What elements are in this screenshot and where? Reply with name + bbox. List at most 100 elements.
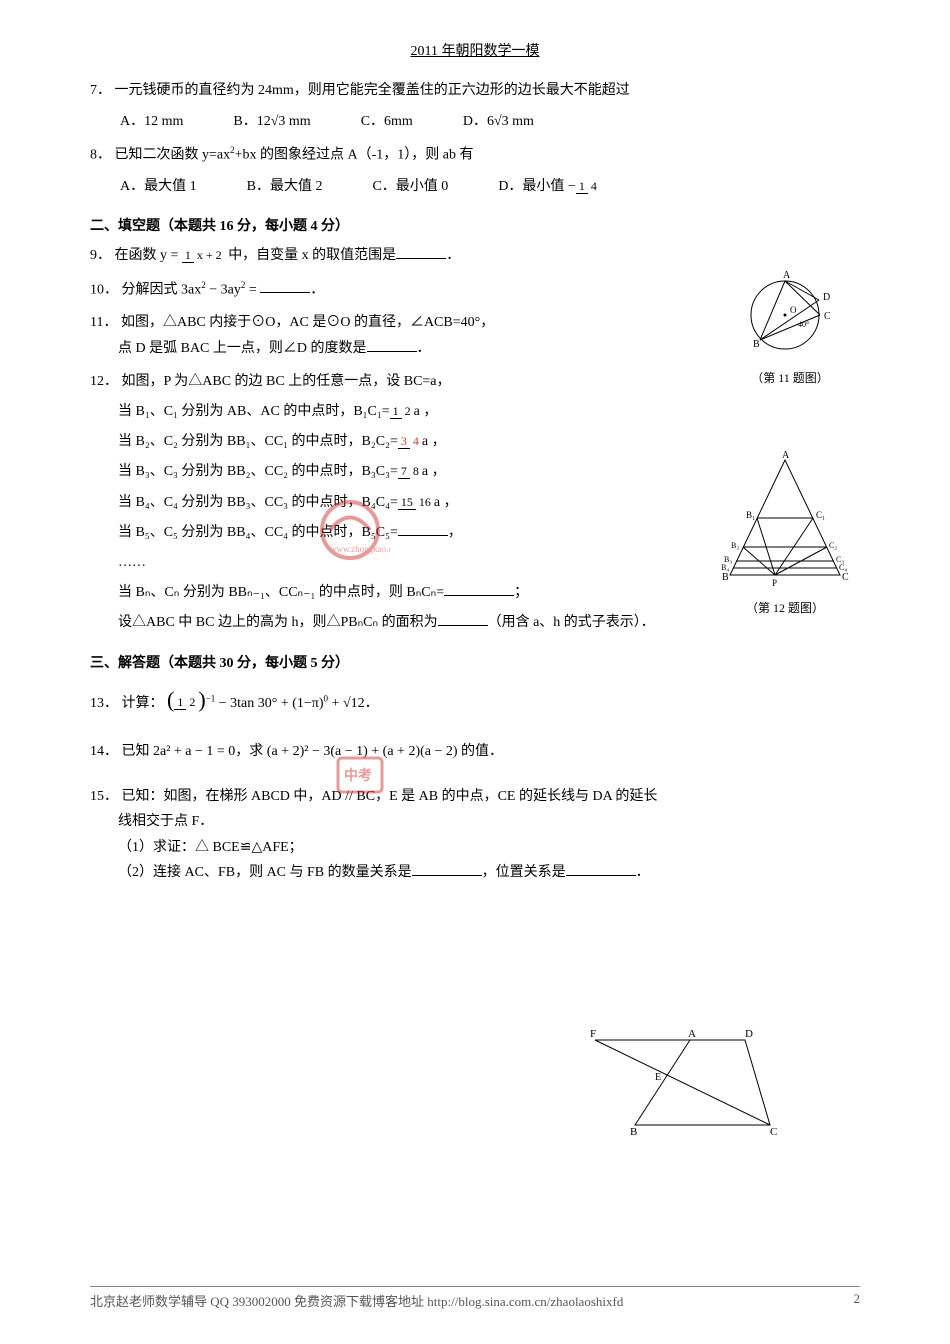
q10-end: ． (310, 282, 324, 297)
question-14: 14． 已知 2a² + a − 1 = 0，求 (a + 2)² − 3(a … (90, 739, 860, 764)
page-header: 2011 年朝阳数学一模 (90, 40, 860, 60)
section3-title: 三、解答题（本题共 30 分，每小题 5 分） (90, 652, 860, 672)
q14-num: 14． (90, 744, 118, 759)
q12-line7-post: （用含 a、h 的式子表示）． (488, 615, 655, 630)
q11-end: ． (417, 341, 431, 356)
q12-line6-pre: 当 Bₙ、Cₙ 分别为 BBₙ₋₁、CCₙ₋₁ 的中点时，则 BₙCₙ= (118, 585, 444, 600)
q7-opt-c: C．6mm (361, 109, 413, 134)
q12-line3-pre: 当 B₃、C₃ 分别为 BB₂、CC₂ 的中点时，B₃C₃= (118, 464, 398, 479)
question-8: 8． 已知二次函数 y=ax2+bx 的图象经过点 A（-1，1），则 ab 有… (90, 142, 860, 199)
page-number: 2 (854, 1291, 861, 1310)
figure-12: A B C P B₁ C₁ B₂ C₂ B₃ C₃ B₄ C₄ （第 12 题图… (720, 450, 850, 616)
q12-dots: …… (118, 555, 146, 570)
q13-pre: 计算： (122, 696, 164, 711)
svg-text:B₄: B₄ (721, 563, 729, 572)
q15-s1: （1）求证：△ BCE≌△AFE； (118, 840, 303, 855)
q9-frac-num: 1 (182, 248, 194, 263)
q13-half-d: 2 (186, 695, 198, 709)
q8-num: 8． (90, 148, 111, 163)
q15-s2b: ，位置关系是 (482, 865, 566, 880)
q12-line4-post: a ， (434, 495, 458, 510)
q11-l2: 点 D 是弧 BAC 上一点，则∠D 的度数是 (118, 341, 367, 356)
q13-mid2: − 3tan 30° + (219, 696, 293, 711)
q13-half-n: 1 (174, 695, 186, 710)
q8-d-den: 4 (588, 179, 600, 193)
question-13: 13． 计算： (12)−1 − 3tan 30° + (1−π)0 + √12… (90, 680, 860, 720)
svg-text:B: B (630, 1126, 637, 1135)
svg-text:B: B (722, 572, 729, 583)
q7-opt-a: A．12 mm (120, 109, 183, 134)
svg-text:C₄: C₄ (839, 563, 847, 572)
q12-line1-post: a ， (414, 404, 438, 419)
fig12-caption: （第 12 题图） (720, 599, 850, 616)
f4d: 16 (416, 495, 434, 509)
f4n: 15 (398, 495, 416, 510)
q13-num: 13． (90, 696, 118, 711)
q15-blank-a (412, 862, 482, 876)
q10-num: 10． (90, 282, 118, 297)
question-7: 7． 一元钱硬币的直径约为 24mm，则用它能完全覆盖住的正六边形的边长最大不能… (90, 78, 860, 134)
q12-line2-pre: 当 B₂、C₂ 分别为 BB₁、CC₁ 的中点时，B₂C₂= (118, 434, 398, 449)
q7-opt-d: D．6√3 mm (463, 109, 534, 134)
q9-end: ． (446, 248, 460, 263)
question-15: 15． 已知：如图，在梯形 ABCD 中，AD // BC，E 是 AB 的中点… (90, 784, 860, 885)
q15-num: 15． (90, 789, 118, 804)
svg-text:C: C (824, 311, 831, 322)
q7-num: 7． (90, 83, 111, 98)
q8-opt-c: C．最小值 0 (372, 174, 448, 199)
svg-text:D: D (745, 1028, 753, 1040)
q9-num: 9． (90, 248, 111, 263)
q10-post: = (245, 282, 256, 297)
f1d: 2 (402, 404, 414, 418)
q12-blank5 (398, 522, 448, 536)
q8-opt-a: A．最大值 1 (120, 174, 197, 199)
q13-exp-neg1: −1 (206, 693, 216, 703)
svg-text:O: O (790, 305, 797, 315)
q11-l1: 如图，△ABC 内接于⊙O，AC 是⊙O 的直径，∠ACB=40°， (121, 315, 494, 330)
fig11-caption: （第 11 题图） (740, 369, 840, 386)
svg-text:A: A (783, 270, 791, 281)
f3n: 7 (398, 464, 410, 479)
svg-text:D: D (823, 292, 830, 303)
q12-line3-post: a ， (422, 464, 446, 479)
q12-line1-pre: 当 B₁、C₁ 分别为 AB、AC 的中点时，B₁C₁= (118, 404, 390, 419)
f1n: 1 (390, 404, 402, 419)
q13-sqrt: √12 (343, 696, 365, 711)
f2n: 3 (398, 434, 410, 449)
q12-line2-post: a ， (422, 434, 446, 449)
q15-l1: 已知：如图，在梯形 ABCD 中，AD // BC，E 是 AB 的中点，CE … (122, 789, 658, 804)
f3d: 8 (410, 464, 422, 478)
svg-text:A: A (688, 1028, 696, 1040)
f2d: 4 (410, 434, 422, 448)
q12-l1: 如图，P 为△ABC 的边 BC 上的任意一点，设 BC=a， (122, 374, 451, 389)
q11-num: 11． (90, 315, 117, 330)
q11-blank (367, 338, 417, 352)
q13-exp0: 0 (324, 693, 329, 703)
svg-text:B: B (753, 339, 760, 350)
svg-text:B₁: B₁ (746, 510, 755, 520)
q12-line4-pre: 当 B₄、C₄ 分别为 BB₃、CC₃ 的中点时，B₄C₄= (118, 495, 398, 510)
q10-mid: − 3ay (206, 282, 241, 297)
svg-text:B₂: B₂ (731, 541, 739, 550)
q12-blank7 (438, 612, 488, 626)
svg-text:A: A (782, 450, 790, 461)
question-9: 9． 在函数 y = 1x + 2 中，自变量 x 的取值范围是． (90, 243, 860, 268)
svg-text:E: E (655, 1072, 661, 1083)
figure-11: A B C D O 40° （第 11 题图） (740, 270, 840, 386)
svg-text:C₁: C₁ (816, 510, 825, 520)
svg-text:40°: 40° (798, 320, 809, 329)
svg-text:C: C (842, 572, 849, 583)
q9-frac-den: x + 2 (194, 248, 225, 262)
svg-text:C₂: C₂ (829, 541, 837, 550)
q8-opt-b: B．最大值 2 (247, 174, 323, 199)
q8-d-pre: D．最小值 − (498, 179, 576, 194)
q13-end: ． (365, 696, 379, 711)
q12-line5-pre: 当 B₅、C₅ 分别为 BB₄、CC₄ 的中点时，B₅C₅= (118, 525, 398, 540)
q12-blank6 (444, 582, 514, 596)
page-footer: 北京赵老师数学辅导 QQ 393002000 免费资源下载博客地址 http:/… (90, 1286, 860, 1310)
figure-15: F A D B C E (580, 1025, 780, 1140)
q12-line5-post: ， (448, 525, 462, 540)
q9-pre: 在函数 y = (115, 248, 179, 263)
q9-blank (396, 245, 446, 259)
q10-pre: 分解因式 3ax (122, 282, 202, 297)
